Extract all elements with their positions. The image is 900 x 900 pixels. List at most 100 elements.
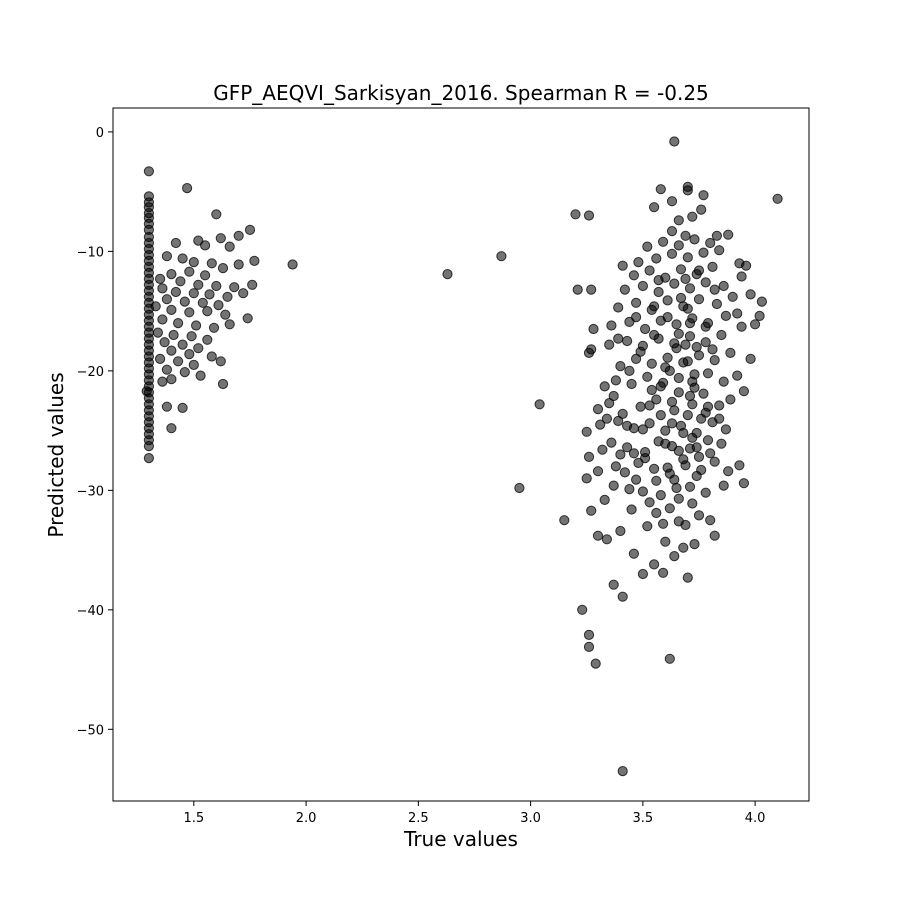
data-point — [177, 402, 188, 413]
data-point — [675, 264, 687, 275]
data-point — [705, 448, 716, 459]
data-point — [693, 510, 705, 521]
data-point — [617, 766, 628, 777]
data-point — [684, 331, 696, 342]
data-point — [644, 497, 655, 508]
data-point — [709, 355, 720, 366]
data-point — [723, 466, 734, 477]
data-point — [669, 551, 680, 562]
data-point — [700, 337, 711, 348]
data-point — [655, 184, 666, 195]
data-point — [635, 346, 646, 357]
data-point — [633, 257, 644, 268]
data-point — [684, 283, 696, 294]
data-point — [709, 456, 720, 467]
data-point — [617, 591, 628, 602]
data-point — [658, 236, 669, 247]
data-point — [170, 286, 181, 298]
data-point — [179, 296, 190, 307]
data-point — [195, 370, 206, 381]
data-point — [693, 265, 705, 276]
y-tick-label: −30 — [77, 484, 104, 499]
data-point — [173, 318, 184, 329]
data-point — [696, 413, 707, 424]
data-point — [628, 448, 640, 459]
data-point — [631, 353, 642, 364]
data-point — [534, 399, 545, 410]
data-point — [615, 361, 626, 372]
data-point — [166, 423, 177, 434]
data-point — [660, 362, 671, 373]
data-point — [673, 240, 684, 251]
data-point — [678, 427, 689, 439]
data-point — [601, 534, 613, 545]
data-point — [622, 335, 633, 347]
data-point — [624, 484, 635, 495]
data-point — [649, 559, 660, 570]
data-point — [642, 241, 653, 252]
data-point — [680, 519, 691, 531]
data-point — [606, 320, 617, 331]
data-point — [653, 286, 664, 298]
data-point — [745, 353, 756, 364]
data-point — [626, 378, 637, 390]
data-point — [166, 374, 177, 385]
data-point — [615, 525, 626, 537]
data-point — [249, 255, 260, 266]
data-point — [608, 579, 619, 590]
data-point — [687, 498, 698, 509]
data-point — [637, 568, 649, 580]
data-point — [738, 386, 750, 397]
data-point — [675, 292, 687, 304]
data-point — [496, 251, 507, 262]
data-point — [682, 410, 693, 421]
y-tick-label: −20 — [77, 365, 104, 380]
data-point — [208, 322, 220, 333]
data-point — [610, 375, 622, 386]
data-point — [184, 349, 195, 360]
data-point — [191, 320, 202, 331]
data-point — [211, 209, 222, 220]
data-point — [581, 426, 592, 437]
data-point — [244, 224, 256, 235]
data-point — [702, 401, 714, 412]
data-point — [161, 294, 172, 305]
data-point — [691, 442, 702, 453]
data-point — [229, 282, 240, 293]
data-point — [689, 539, 700, 550]
data-point — [206, 351, 217, 362]
data-point — [606, 437, 617, 448]
x-tick-label: 2.5 — [408, 811, 429, 826]
data-point — [669, 405, 680, 416]
data-point — [644, 265, 655, 276]
data-point — [175, 276, 186, 287]
y-tick-label: −50 — [77, 723, 104, 738]
data-point — [238, 288, 249, 299]
data-point — [678, 542, 689, 553]
data-point — [217, 378, 229, 390]
data-point — [640, 323, 651, 335]
data-point — [673, 493, 684, 504]
data-point — [161, 364, 172, 375]
data-point — [700, 321, 711, 332]
data-point — [662, 312, 673, 323]
data-point — [613, 333, 624, 344]
x-axis-label: True values — [403, 827, 518, 851]
data-point — [597, 444, 608, 455]
data-point — [514, 482, 525, 494]
data-point — [592, 466, 604, 477]
data-point — [170, 237, 181, 249]
data-point — [599, 494, 610, 505]
y-tick-label: −40 — [77, 604, 104, 619]
data-point — [750, 319, 761, 330]
data-point — [206, 258, 217, 269]
data-point — [628, 270, 640, 281]
data-point — [669, 474, 680, 485]
data-point — [617, 260, 628, 271]
data-point — [662, 352, 673, 363]
data-point — [666, 226, 678, 237]
data-point — [680, 273, 691, 284]
data-point — [233, 230, 244, 241]
data-point — [197, 297, 208, 308]
